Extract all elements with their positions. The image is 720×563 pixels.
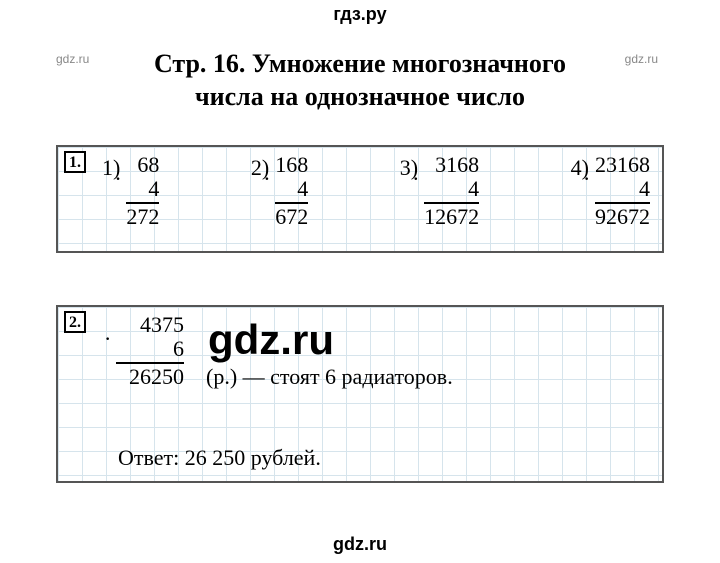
product: 26250: [116, 364, 184, 389]
task-number-1: 1.: [64, 151, 86, 173]
problem-3: 3) · 3168 4 12672: [400, 153, 483, 229]
problems-row: 1) · 68 4 272 2) · 168 4 672 3): [102, 153, 654, 229]
product: 12672: [424, 204, 479, 229]
multiplier: 4: [275, 177, 308, 204]
product: 92672: [595, 204, 650, 229]
vertical-multiply: · 4375 6 26250: [116, 313, 188, 389]
problem-4: 4) · 23168 4 92672: [571, 153, 654, 229]
problem-1: 1) · 68 4 272: [102, 153, 163, 229]
vertical-multiply: · 23168 4 92672: [595, 153, 654, 229]
multiply-dot-icon: ·: [412, 167, 419, 191]
multiply-dot-icon: ·: [114, 167, 121, 191]
title-line-2: числа на однозначное число: [195, 82, 525, 111]
product: 672: [275, 204, 308, 229]
multiplier: 6: [116, 337, 184, 364]
multiplicand: 3168: [424, 153, 479, 177]
vertical-multiply: · 68 4 272: [126, 153, 163, 229]
multiplicand: 23168: [595, 153, 650, 177]
multiplicand: 168: [275, 153, 308, 177]
multiply-dot-icon: ·: [104, 327, 111, 351]
problem-2: 2) · 168 4 672: [251, 153, 312, 229]
multiplier: 4: [595, 177, 650, 204]
multiplier: 4: [126, 177, 159, 204]
vertical-multiply: · 168 4 672: [275, 153, 312, 229]
page-title: Стр. 16. Умножение многозначного числа н…: [60, 48, 660, 113]
multiplicand: 4375: [116, 313, 184, 337]
multiply-dot-icon: ·: [583, 167, 590, 191]
watermark-bottom: gdz.ru: [333, 534, 387, 555]
vertical-multiply: · 3168 4 12672: [424, 153, 483, 229]
multiplier: 4: [424, 177, 479, 204]
answer-text: Ответ: 26 250 рублей.: [118, 445, 321, 471]
problem-tail-text: (р.) — стоят 6 радиаторов.: [206, 364, 453, 390]
product: 272: [126, 204, 159, 229]
watermark-top: гдз.ру: [333, 4, 386, 25]
watermark-big: gdz.ru: [208, 316, 334, 364]
problem-calc: · 4375 6 26250: [116, 313, 188, 389]
task-number-2: 2.: [64, 311, 86, 333]
exercise-panel-2: 2. · 4375 6 26250 (р.) — стоят 6 радиато…: [56, 305, 664, 483]
exercise-panel-1: 1. 1) · 68 4 272 2) · 168 4 672: [56, 145, 664, 253]
title-line-1: Стр. 16. Умножение многозначного: [154, 49, 566, 78]
multiplicand: 68: [126, 153, 159, 177]
multiply-dot-icon: ·: [263, 167, 270, 191]
